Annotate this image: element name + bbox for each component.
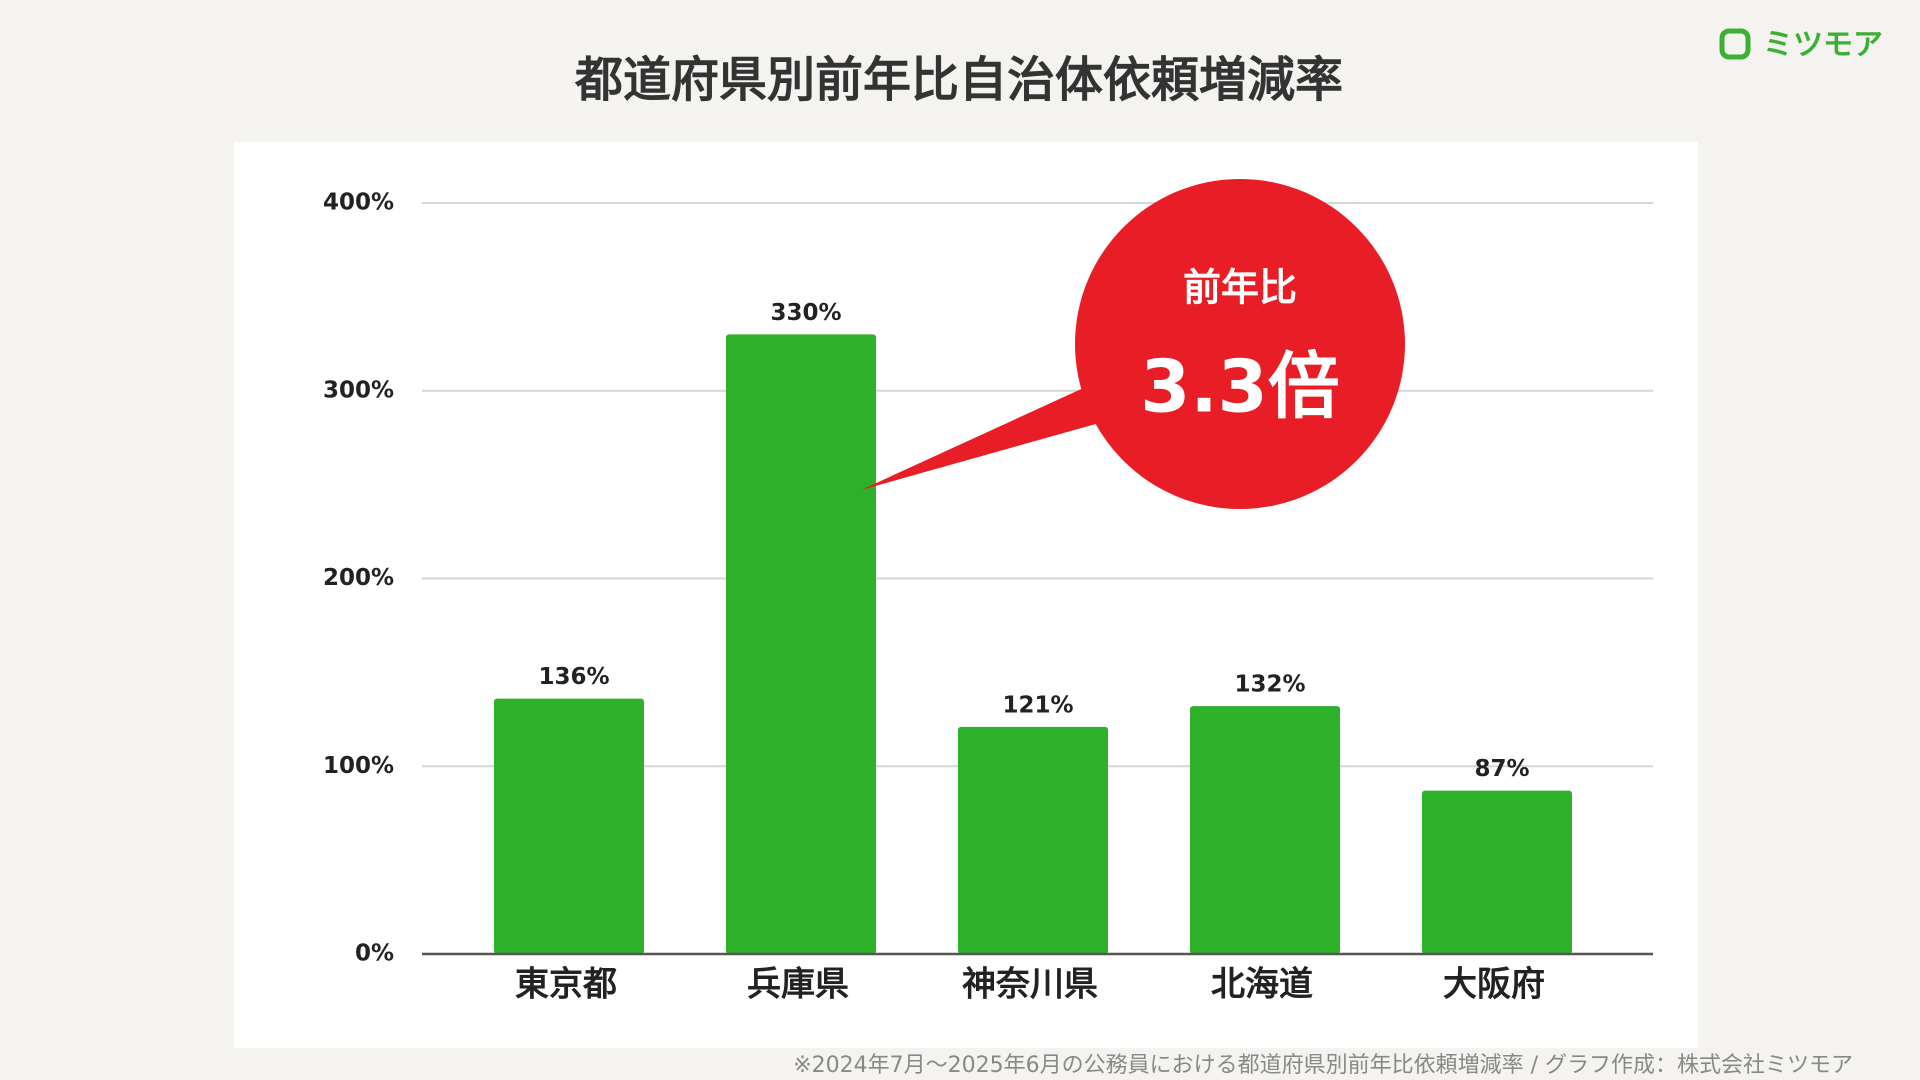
bar <box>726 334 876 954</box>
callout-label: 前年比 <box>1183 266 1297 310</box>
source-note: ※2024年7月～2025年6月の公務員における都道府県別前年比依頼増減率 / … <box>793 1053 1853 1078</box>
value-label: 132% <box>1234 672 1305 698</box>
logo-text: ミツモア <box>1763 28 1883 63</box>
bar <box>1190 706 1340 954</box>
y-tick-label: 400% <box>323 190 394 216</box>
y-tick-label: 200% <box>323 565 394 591</box>
value-label: 136% <box>538 664 609 690</box>
x-tick-label: 北海道 <box>1211 965 1313 1005</box>
logo-icon <box>1719 28 1751 60</box>
x-tick-label: 大阪府 <box>1443 965 1545 1005</box>
value-label: 87% <box>1474 756 1529 782</box>
callout-text: 3.3倍 <box>1140 345 1340 429</box>
y-tick-label: 0% <box>355 941 394 967</box>
value-label: 121% <box>1002 692 1073 718</box>
bar <box>494 698 644 954</box>
callout-pointer <box>861 385 1110 490</box>
chart-title: 都道府県別前年比自治体依頼増減率 <box>574 52 1343 108</box>
y-tick-label: 100% <box>323 753 394 779</box>
brand-logo: ミツモア <box>1719 28 1883 63</box>
x-tick-label: 神奈川県 <box>962 965 1098 1005</box>
bar <box>1422 790 1572 954</box>
y-tick-label: 300% <box>323 377 394 403</box>
x-tick-label: 兵庫県 <box>747 965 849 1005</box>
callout-circle <box>1075 179 1405 509</box>
value-label: 330% <box>770 300 841 326</box>
bar <box>958 726 1108 954</box>
x-tick-label: 東京都 <box>515 965 617 1005</box>
